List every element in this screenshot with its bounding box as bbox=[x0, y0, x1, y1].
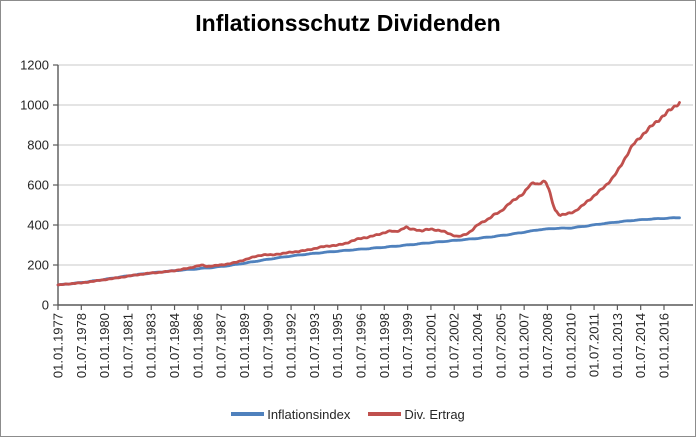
x-axis-tick-label: 01.01.1980 bbox=[97, 313, 112, 378]
x-axis-tick-label: 01.01.2007 bbox=[517, 313, 532, 378]
x-axis-tick-label: 01.07.1987 bbox=[214, 313, 229, 378]
x-axis-tick-label: 01.01.1986 bbox=[190, 313, 205, 378]
x-axis-tick-label: 01.01.1995 bbox=[330, 313, 345, 378]
y-axis-tick-label: 200 bbox=[27, 258, 49, 273]
series-line-inflationsindex bbox=[56, 216, 681, 287]
legend-item-div-ertrag: Div. Ertrag bbox=[368, 406, 465, 422]
x-axis-tick-label: 01.07.1993 bbox=[307, 313, 322, 378]
y-axis-tick-label: 1000 bbox=[20, 98, 49, 113]
y-axis-tick-label: 600 bbox=[27, 178, 49, 193]
y-axis-tick-label: 800 bbox=[27, 138, 49, 153]
x-axis-tick-label: 01.01.1983 bbox=[144, 313, 159, 378]
legend-label-inflationsindex: Inflationsindex bbox=[267, 406, 351, 422]
chart-title: Inflationsschutz Dividenden bbox=[195, 10, 501, 36]
x-axis-tick-label: 01.07.2014 bbox=[633, 313, 648, 378]
x-axis-tick-label: 01.07.2011 bbox=[587, 313, 602, 377]
x-axis-tick-label: 01.01.2016 bbox=[657, 313, 672, 378]
x-axis-tick-label: 01.07.1981 bbox=[120, 313, 135, 378]
legend-line-swatch-blue bbox=[231, 412, 265, 416]
x-axis-tick-label: 01.07.1990 bbox=[260, 313, 275, 378]
x-axis-tick-label: 01.01.2004 bbox=[470, 313, 485, 378]
x-axis-tick-label: 01.01.2013 bbox=[610, 313, 625, 378]
x-axis-tick-label: 01.01.2001 bbox=[423, 313, 438, 378]
legend-item-inflationsindex: Inflationsindex bbox=[231, 407, 350, 422]
y-axis-tick-label: 0 bbox=[42, 298, 49, 313]
legend-label-div-ertrag: Div. Ertrag bbox=[404, 406, 465, 422]
legend-line-swatch-red bbox=[368, 412, 402, 416]
x-axis-tick-label: 01.01.1992 bbox=[284, 313, 299, 378]
x-axis-tick-label: 01.01.2010 bbox=[563, 313, 578, 378]
x-axis-tick-label: 01.07.1999 bbox=[400, 313, 415, 378]
x-axis-tick-label: 01.07.1996 bbox=[354, 313, 369, 378]
x-axis-tick-label: 01.01.1977 bbox=[51, 313, 66, 378]
x-axis-tick-label: 01.07.1984 bbox=[167, 313, 182, 378]
chart-legend: Inflationsindex Div. Ertrag bbox=[1, 402, 695, 426]
y-axis-tick-label: 400 bbox=[27, 218, 49, 233]
x-axis-tick-label: 01.01.1989 bbox=[237, 313, 252, 378]
y-axis-tick-label: 1200 bbox=[20, 58, 49, 73]
x-axis-tick-label: 01.07.2005 bbox=[493, 313, 508, 378]
series-line-div-ertrag bbox=[56, 101, 681, 287]
x-axis-tick-label: 01.01.1998 bbox=[377, 313, 392, 378]
x-axis-tick-label: 01.07.1978 bbox=[74, 313, 89, 378]
x-axis-tick-label: 01.07.2002 bbox=[447, 313, 462, 378]
x-axis-tick-label: 01.07.2008 bbox=[540, 313, 555, 378]
